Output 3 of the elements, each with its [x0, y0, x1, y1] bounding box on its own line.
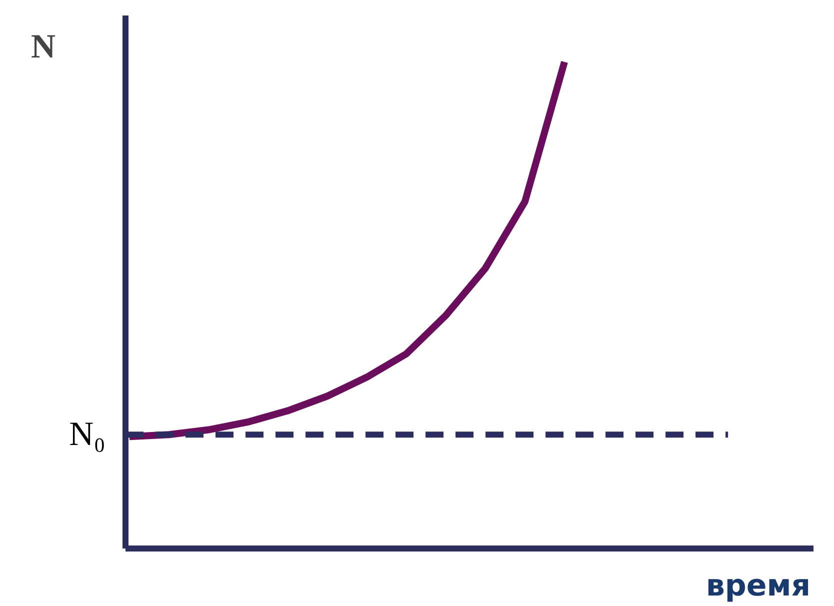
- ref-line-label: N₀: [69, 416, 106, 454]
- x-axis-title: время: [706, 568, 811, 604]
- y-axis-title: N: [30, 28, 56, 66]
